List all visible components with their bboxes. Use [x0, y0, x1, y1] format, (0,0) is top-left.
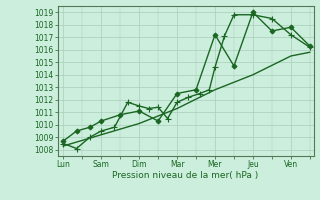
X-axis label: Pression niveau de la mer( hPa ): Pression niveau de la mer( hPa ) [112, 171, 259, 180]
